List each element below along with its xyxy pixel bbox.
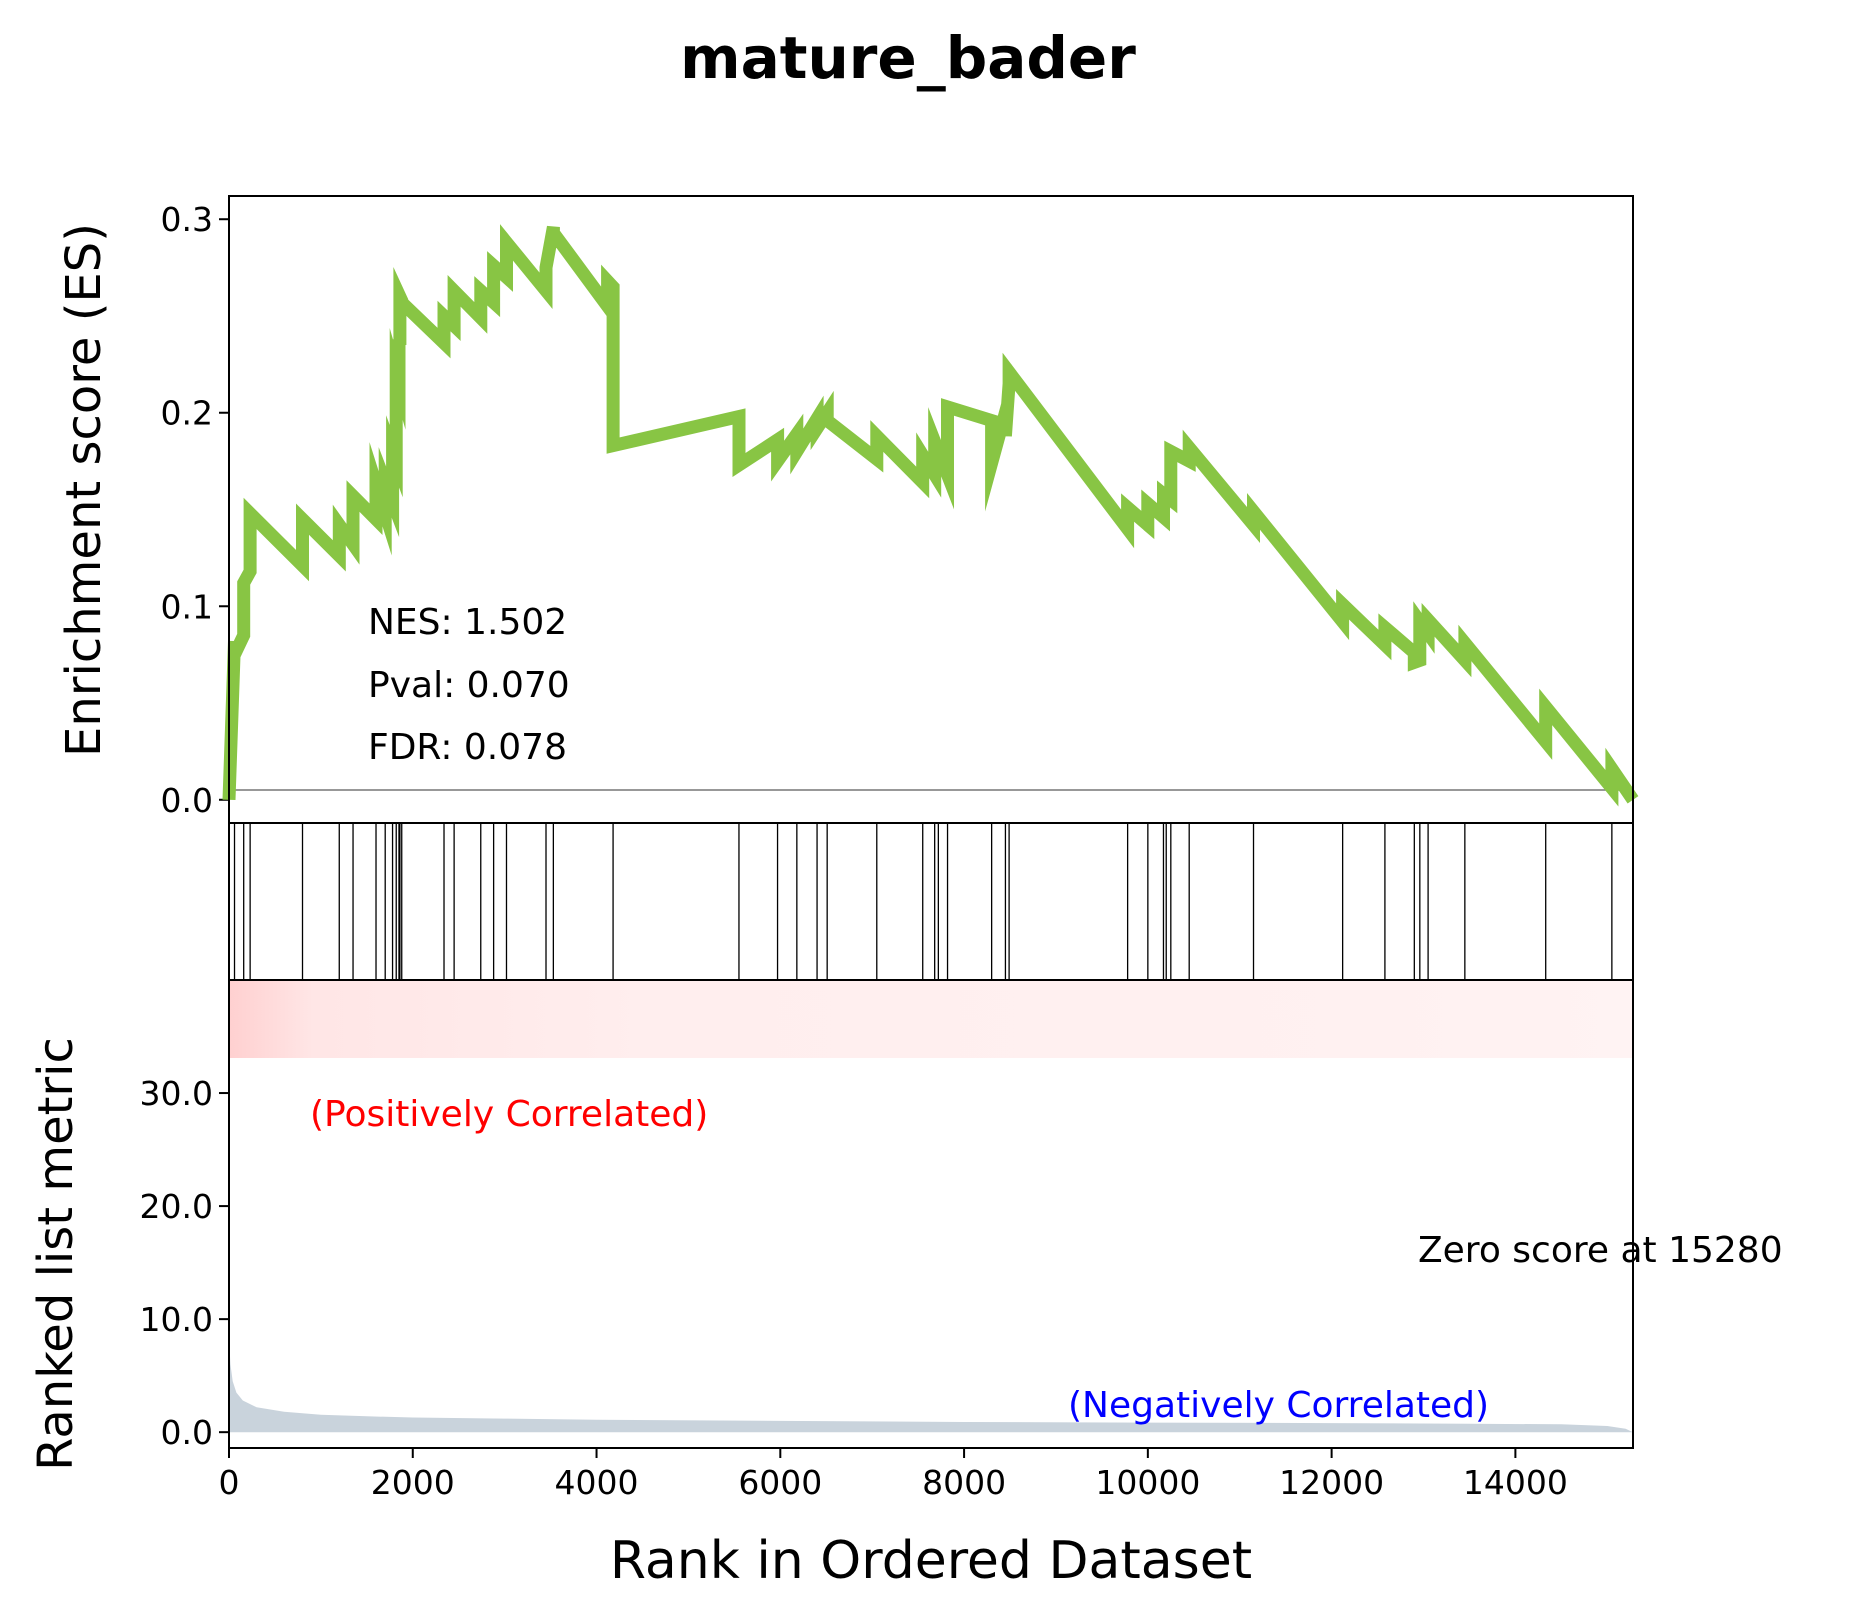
ranked-metric-area bbox=[229, 1336, 1633, 1433]
rank-x-ticks: 0 2000 4000 6000 8000 10000 12000 14000 bbox=[219, 1448, 1568, 1502]
gene-hits-panel bbox=[228, 822, 1634, 981]
x-tick-label: 6000 bbox=[738, 1463, 822, 1502]
es-y-tick-label: 0.3 bbox=[161, 200, 213, 239]
es-y-axis-label: Enrichment score (ES) bbox=[56, 223, 112, 757]
zero-score-label: Zero score at 15280 bbox=[1418, 1230, 1783, 1271]
x-tick-label: 10000 bbox=[1095, 1463, 1200, 1502]
hits-axes-frame bbox=[228, 822, 1634, 981]
es-curve-line bbox=[222, 224, 1639, 807]
pval-label: Pval: 0.070 bbox=[368, 665, 570, 706]
x-tick-label: 0 bbox=[219, 1463, 240, 1502]
figure-title: mature_bader bbox=[680, 24, 1136, 92]
ranked-list-panel: 0.0 10.0 20.0 30.0 0 2000 4000 6000 8000 10000 12… bbox=[28, 979, 1783, 1591]
rank-y-tick-label: 30.0 bbox=[140, 1074, 213, 1113]
es-y-tick-label: 0.2 bbox=[161, 394, 213, 433]
rank-y-axis-label: Ranked list metric bbox=[28, 1037, 84, 1471]
rank-y-tick-label: 10.0 bbox=[140, 1300, 213, 1339]
positively-correlated-label: (Positively Correlated) bbox=[310, 1094, 708, 1135]
fdr-label: FDR: 0.078 bbox=[368, 727, 567, 768]
es-y-ticks: 0.0 0.1 0.2 0.3 bbox=[161, 200, 229, 820]
x-tick-label: 2000 bbox=[371, 1463, 455, 1502]
correlation-gradient-band bbox=[229, 981, 1633, 1058]
x-tick-label: 4000 bbox=[555, 1463, 639, 1502]
rank-y-tick-label: 20.0 bbox=[140, 1187, 213, 1226]
gene-hit-lines bbox=[233, 823, 1613, 980]
x-tick-label: 14000 bbox=[1463, 1463, 1568, 1502]
rank-y-ticks: 0.0 10.0 20.0 30.0 bbox=[140, 1074, 229, 1452]
enrichment-score-panel: 0.0 0.1 0.2 0.3 NES: 1.502 Pval: 0.070 FDR:… bbox=[56, 195, 1639, 824]
rank-axes-frame bbox=[228, 979, 1634, 1449]
es-y-tick-label: 0.0 bbox=[161, 781, 213, 820]
rank-y-tick-label: 0.0 bbox=[161, 1413, 213, 1452]
x-axis-label: Rank in Ordered Dataset bbox=[610, 1531, 1252, 1591]
es-y-tick-label: 0.1 bbox=[161, 587, 213, 626]
x-tick-label: 12000 bbox=[1279, 1463, 1384, 1502]
negatively-correlated-label: (Negatively Correlated) bbox=[1068, 1385, 1489, 1426]
x-tick-label: 8000 bbox=[922, 1463, 1006, 1502]
nes-label: NES: 1.502 bbox=[368, 602, 567, 643]
